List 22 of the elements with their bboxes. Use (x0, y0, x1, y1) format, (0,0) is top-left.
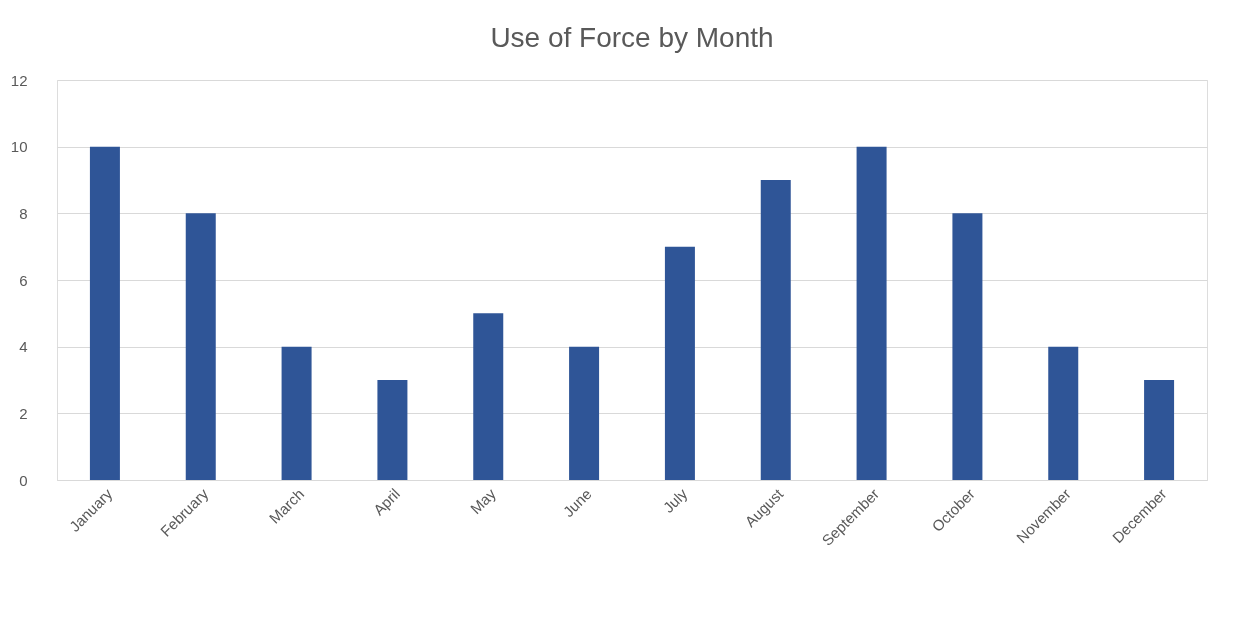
x-tick-label: July (659, 484, 691, 516)
y-tick-label: 0 (19, 471, 28, 489)
bar (89, 146, 120, 480)
bar (473, 313, 504, 480)
bar (952, 213, 983, 480)
bar (760, 180, 791, 480)
y-tick-label: 12 (10, 71, 28, 89)
bar (664, 246, 695, 480)
bar (281, 346, 312, 480)
bar (377, 380, 408, 480)
y-tick-label: 2 (19, 404, 28, 422)
bar (569, 346, 600, 480)
y-tick-label: 8 (19, 204, 28, 222)
chart-title: Use of Force by Month (490, 22, 774, 53)
x-tick-label: May (466, 484, 500, 518)
y-tick-label: 4 (19, 338, 28, 356)
bar (185, 213, 216, 480)
bar (1048, 346, 1079, 480)
bar (856, 146, 887, 480)
bar (1144, 380, 1175, 480)
y-tick-label: 10 (10, 138, 28, 156)
y-tick-label: 6 (19, 271, 28, 289)
